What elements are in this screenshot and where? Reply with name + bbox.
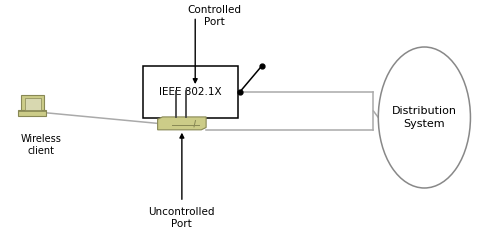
Polygon shape: [25, 98, 41, 110]
Text: Distribution
System: Distribution System: [391, 106, 456, 129]
Text: Controlled
Port: Controlled Port: [187, 5, 241, 27]
Polygon shape: [21, 95, 44, 112]
Ellipse shape: [378, 47, 469, 188]
Text: Uncontrolled
Port: Uncontrolled Port: [148, 207, 215, 229]
Text: IEEE 802.1X: IEEE 802.1X: [159, 87, 221, 97]
Polygon shape: [18, 110, 46, 116]
Polygon shape: [157, 117, 206, 130]
FancyBboxPatch shape: [143, 66, 237, 118]
Text: Wireless
client: Wireless client: [21, 134, 61, 156]
